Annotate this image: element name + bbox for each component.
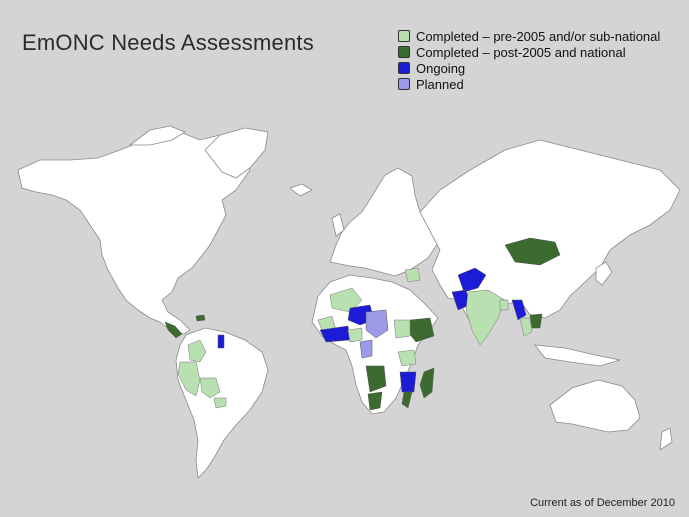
- country-sudan-planned: [365, 309, 389, 339]
- legend-item-planned: Planned: [398, 76, 660, 92]
- uk: [331, 213, 345, 237]
- iceland: [289, 183, 313, 197]
- legend: Completed – pre-2005 and/or sub-national…: [398, 28, 660, 92]
- country-bolivia: [199, 377, 221, 399]
- legend-item-post2005: Completed – post-2005 and national: [398, 44, 660, 60]
- country-mozambique: [401, 391, 413, 409]
- country-bangladesh: [499, 299, 509, 311]
- country-colombia: [187, 339, 207, 363]
- country-haiti: [195, 314, 206, 322]
- country-namibia: [367, 391, 383, 411]
- north-america-landmass: [17, 129, 251, 335]
- asia-landmass: [419, 139, 681, 331]
- country-guyana: [217, 334, 225, 349]
- country-uganda-kenya: [397, 349, 417, 367]
- japan: [595, 261, 613, 286]
- country-madagascar: [419, 367, 435, 399]
- country-tanzania: [399, 371, 417, 393]
- arctic-islands: [128, 125, 186, 146]
- country-india: [465, 289, 506, 346]
- country-mongolia: [504, 237, 561, 266]
- europe-landmass: [329, 167, 441, 277]
- legend-label: Ongoing: [416, 60, 466, 76]
- map-title: EmONC Needs Assessments: [22, 30, 314, 55]
- country-nigeria: [347, 327, 363, 343]
- greenland: [204, 127, 269, 179]
- country-south-sudan: [393, 319, 411, 339]
- country-cameroon-planned: [359, 339, 373, 359]
- country-iraq-region: [404, 267, 421, 283]
- legend-swatch-blue: [398, 62, 410, 74]
- country-mali-niger: [329, 287, 363, 313]
- new-zealand: [659, 427, 673, 451]
- legend-swatch-dark-green: [398, 46, 410, 58]
- country-thailand: [519, 317, 533, 337]
- country-cambodia: [529, 313, 543, 329]
- footer-note: Current as of December 2010: [530, 497, 675, 509]
- legend-swatch-light-green: [398, 30, 410, 42]
- country-central-america: [164, 321, 183, 339]
- country-peru: [177, 361, 201, 397]
- country-afghanistan: [457, 267, 487, 293]
- country-angola: [365, 365, 387, 393]
- legend-swatch-light-blue: [398, 78, 410, 90]
- legend-item-ongoing: Ongoing: [398, 60, 660, 76]
- legend-label: Planned: [416, 76, 464, 92]
- legend-label: Completed – pre-2005 and/or sub-national: [416, 28, 661, 44]
- country-paraguay: [213, 397, 227, 409]
- legend-label: Completed – post-2005 and national: [416, 44, 626, 60]
- australia: [549, 379, 641, 433]
- legend-item-pre2005: Completed – pre-2005 and/or sub-national: [398, 28, 660, 44]
- country-myanmar-laos: [511, 299, 527, 321]
- indonesia-islands: [534, 344, 621, 367]
